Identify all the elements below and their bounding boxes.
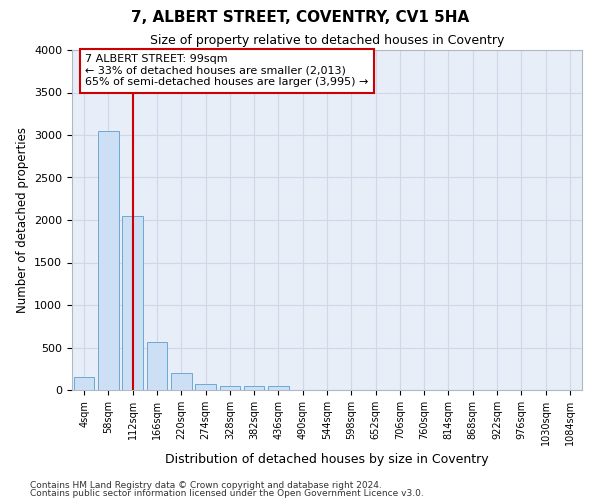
Bar [122,216,143,390]
Text: 7, ALBERT STREET, COVENTRY, CV1 5HA: 7, ALBERT STREET, COVENTRY, CV1 5HA [131,10,469,25]
Bar [171,373,191,390]
Bar [74,378,94,390]
Bar [244,386,265,390]
Text: 7 ALBERT STREET: 99sqm
← 33% of detached houses are smaller (2,013)
65% of semi-: 7 ALBERT STREET: 99sqm ← 33% of detached… [85,54,369,88]
Text: Contains public sector information licensed under the Open Government Licence v3: Contains public sector information licen… [30,488,424,498]
Bar [220,386,240,390]
Y-axis label: Number of detached properties: Number of detached properties [16,127,29,313]
X-axis label: Distribution of detached houses by size in Coventry: Distribution of detached houses by size … [165,454,489,466]
Text: Contains HM Land Registry data © Crown copyright and database right 2024.: Contains HM Land Registry data © Crown c… [30,481,382,490]
Bar [268,386,289,390]
Bar [146,342,167,390]
Title: Size of property relative to detached houses in Coventry: Size of property relative to detached ho… [150,34,504,48]
Bar [98,130,119,390]
Bar [195,384,216,390]
